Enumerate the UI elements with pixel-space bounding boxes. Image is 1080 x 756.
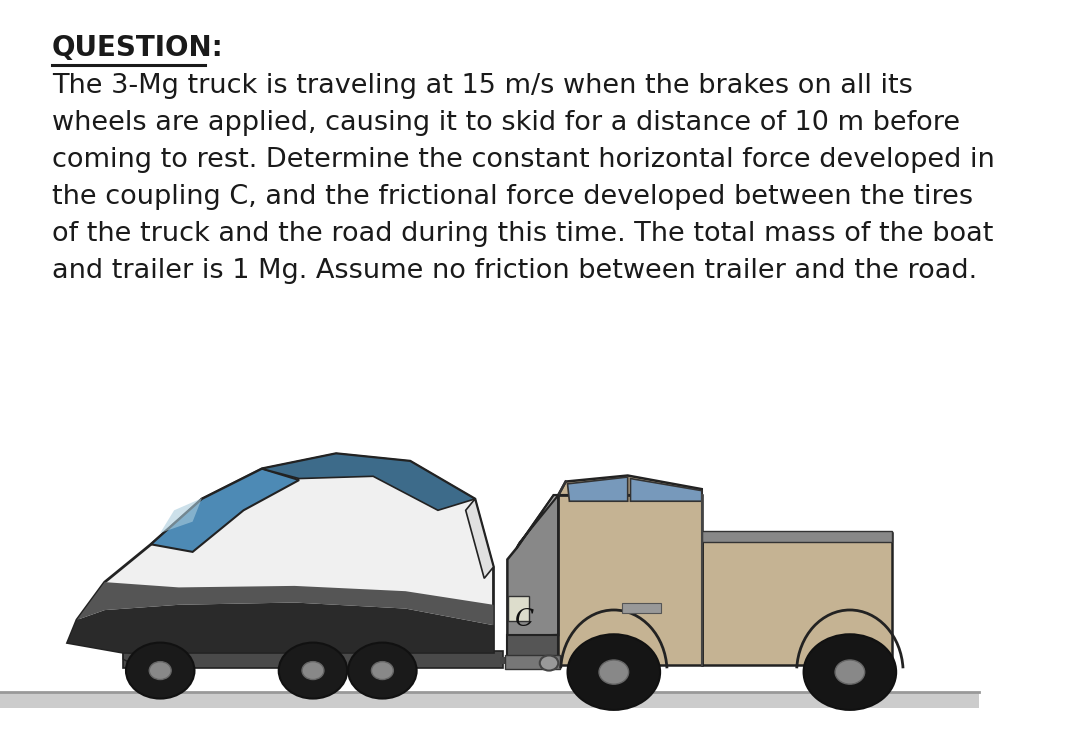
Text: QUESTION:: QUESTION: — [52, 34, 224, 62]
FancyBboxPatch shape — [702, 533, 891, 665]
FancyBboxPatch shape — [702, 531, 891, 542]
Circle shape — [372, 662, 393, 680]
Text: The 3-Mg truck is traveling at 15 m/s when the brakes on all its
wheels are appl: The 3-Mg truck is traveling at 15 m/s wh… — [52, 73, 995, 284]
FancyBboxPatch shape — [622, 603, 661, 613]
Polygon shape — [567, 477, 627, 501]
Polygon shape — [123, 651, 160, 678]
Polygon shape — [68, 454, 494, 652]
Circle shape — [348, 643, 417, 699]
Polygon shape — [151, 469, 299, 552]
Polygon shape — [77, 582, 494, 625]
Circle shape — [804, 634, 896, 710]
Circle shape — [149, 662, 172, 680]
Circle shape — [567, 634, 660, 710]
FancyBboxPatch shape — [123, 651, 502, 668]
Circle shape — [279, 643, 347, 699]
Polygon shape — [631, 479, 702, 501]
Polygon shape — [558, 476, 702, 495]
Polygon shape — [465, 499, 494, 578]
Circle shape — [599, 660, 629, 684]
FancyBboxPatch shape — [504, 655, 561, 669]
Text: C: C — [513, 609, 532, 631]
Circle shape — [835, 660, 865, 684]
Polygon shape — [160, 498, 202, 533]
FancyBboxPatch shape — [0, 692, 980, 708]
Polygon shape — [262, 454, 475, 510]
Circle shape — [126, 643, 194, 699]
Circle shape — [302, 662, 324, 680]
Polygon shape — [508, 495, 558, 637]
Polygon shape — [516, 495, 558, 548]
FancyBboxPatch shape — [508, 635, 558, 665]
Circle shape — [540, 655, 558, 671]
FancyBboxPatch shape — [509, 596, 528, 621]
FancyBboxPatch shape — [558, 495, 702, 665]
Polygon shape — [68, 603, 494, 652]
